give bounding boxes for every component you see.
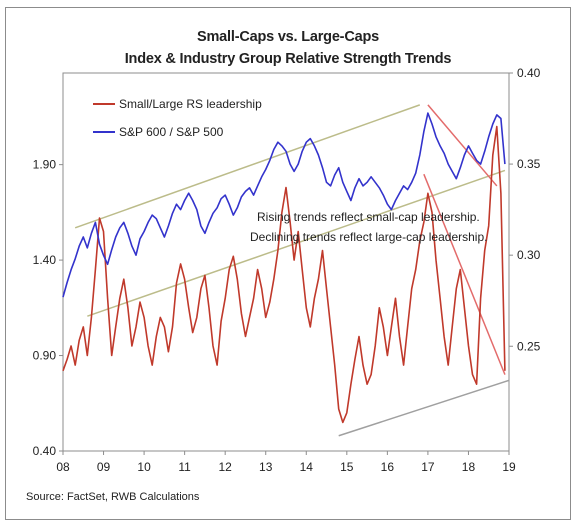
- chart-title: Small-Caps vs. Large-Caps: [197, 29, 379, 45]
- x-tick-label: 14: [300, 460, 314, 474]
- x-tick-label: 17: [421, 460, 435, 474]
- right-tick-label: 0.25: [517, 339, 541, 353]
- annotation-line-1: Rising trends reflect small-cap leadersh…: [257, 210, 480, 224]
- left-tick-label: 1.40: [33, 253, 57, 267]
- chart-subtitle: Index & Industry Group Relative Strength…: [124, 51, 452, 67]
- right-tick-label: 0.40: [517, 66, 541, 80]
- chart-frame: [5, 7, 571, 520]
- trendline-red-support-2015: [338, 379, 510, 437]
- left-axis: 0.40 0.90 1.40 1.90: [33, 158, 63, 458]
- right-tick-label: 0.30: [517, 248, 541, 262]
- legend: Small/Large RS leadership S&P 600 / S&P …: [93, 97, 262, 139]
- series-small-large-rs-line: [62, 125, 506, 424]
- x-tick-label: 12: [219, 460, 233, 474]
- annotation-line-2: Declining trends reflect large-cap leade…: [250, 230, 487, 244]
- source-note: Source: FactSet, RWB Calculations: [26, 491, 200, 503]
- legend-label-blue: S&P 600 / S&P 500: [119, 125, 224, 139]
- right-axis: 0.40 0.35 0.30 0.25: [509, 66, 541, 353]
- x-tick-label: 09: [97, 460, 111, 474]
- left-tick-label: 1.90: [33, 158, 57, 172]
- series-sp600-sp500-line: [62, 112, 506, 298]
- right-tick-label: 0.35: [517, 157, 541, 171]
- plot-area: [62, 72, 510, 452]
- x-tick-label: 15: [340, 460, 354, 474]
- x-tick-label: 11: [178, 460, 191, 474]
- series-lines: [62, 112, 506, 424]
- x-tick-label: 08: [56, 460, 70, 474]
- x-tick-label: 19: [502, 460, 516, 474]
- left-tick-label: 0.40: [33, 444, 57, 458]
- trendline-red-decline-2017: [423, 173, 506, 375]
- x-tick-label: 13: [259, 460, 273, 474]
- x-axis: 08 09 10 11 12 13 14 15 16 17 18 19: [56, 451, 516, 474]
- x-tick-label: 16: [381, 460, 395, 474]
- legend-label-red: Small/Large RS leadership: [119, 97, 262, 111]
- left-tick-label: 0.90: [33, 349, 57, 363]
- x-tick-label: 18: [462, 460, 476, 474]
- trendline-blue-decline-2017: [427, 104, 498, 187]
- x-tick-label: 10: [137, 460, 151, 474]
- trendline-blue-upper-channel: [74, 104, 421, 229]
